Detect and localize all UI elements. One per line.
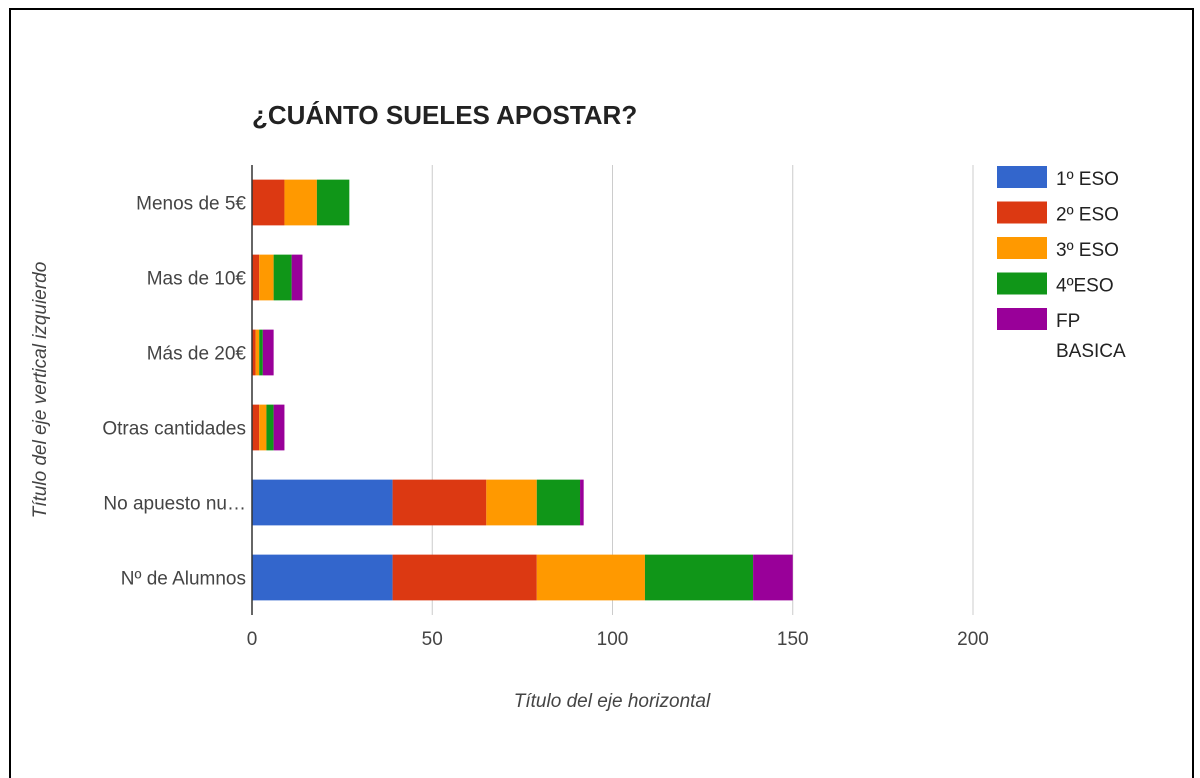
bar-3-3 — [266, 404, 274, 451]
bar-1-2 — [259, 254, 274, 301]
x-tick-label: 150 — [777, 629, 809, 650]
bar-5-3 — [644, 554, 754, 601]
bar-3-2 — [259, 404, 267, 451]
x-axis-title: Título del eje horizontal — [514, 691, 711, 712]
bar-3-1 — [252, 404, 260, 451]
x-tick-labels: 0 50 100 150 200 — [247, 629, 989, 650]
bar-2-4 — [262, 329, 274, 376]
bar-0-3 — [316, 179, 350, 226]
x-tick-label: 100 — [597, 629, 629, 650]
legend-label-3: 4ºESO — [1056, 276, 1114, 297]
legend-swatch-3 — [997, 272, 1047, 295]
legend-swatch-4 — [997, 308, 1047, 330]
legend-swatch-1 — [997, 201, 1047, 224]
bar-0-1 — [252, 179, 285, 226]
bar-2-2 — [255, 329, 260, 376]
gridlines — [431, 165, 974, 615]
legend: 1º ESO 2º ESO 3º ESO 4ºESO FP BASICA — [997, 166, 1126, 362]
bar-5-2 — [536, 554, 645, 601]
legend-swatch-2 — [997, 237, 1047, 259]
bar-0-2 — [284, 179, 317, 226]
bar-5-1 — [392, 554, 537, 601]
x-tick-label: 0 — [247, 629, 258, 650]
bar-1-3 — [273, 254, 292, 301]
bar-1-1 — [252, 254, 260, 301]
bar-3-4 — [273, 404, 285, 451]
legend-label-1: 2º ESO — [1056, 205, 1119, 226]
category-label: Nº de Alumnos — [121, 569, 246, 590]
bar-1-4 — [291, 254, 303, 301]
y-axis-title: Título del eje vertical izquierdo — [30, 262, 51, 519]
bar-5-4 — [753, 554, 793, 601]
bars — [252, 179, 793, 601]
bar-4-4 — [580, 479, 584, 526]
bar-4-0 — [252, 479, 393, 526]
legend-label-4: BASICA — [1056, 341, 1126, 362]
category-labels: Menos de 5€ Mas de 10€ Más de 20€ Otras can… — [102, 194, 246, 590]
category-label: No apuesto nu… — [103, 494, 246, 515]
bar-2-3 — [259, 329, 263, 376]
x-tick-label: 50 — [422, 629, 443, 650]
bar-4-3 — [536, 479, 581, 526]
category-label: Otras cantidades — [102, 419, 246, 440]
category-label: Más de 20€ — [147, 344, 247, 365]
bar-2-1 — [252, 329, 256, 376]
bar-5-0 — [252, 554, 393, 601]
category-label: Menos de 5€ — [136, 194, 246, 215]
category-label: Mas de 10€ — [147, 269, 247, 290]
legend-label-2: 3º ESO — [1056, 240, 1119, 261]
legend-swatch-0 — [997, 166, 1047, 188]
legend-label-0: 1º ESO — [1056, 169, 1119, 190]
chart-frame — [9, 8, 1194, 778]
x-tick-label: 200 — [957, 629, 989, 650]
bar-4-2 — [486, 479, 537, 526]
legend-label-4: FP — [1056, 311, 1080, 332]
bar-4-1 — [392, 479, 487, 526]
chart-title: ¿CUÁNTO SUELES APOSTAR? — [252, 100, 637, 130]
